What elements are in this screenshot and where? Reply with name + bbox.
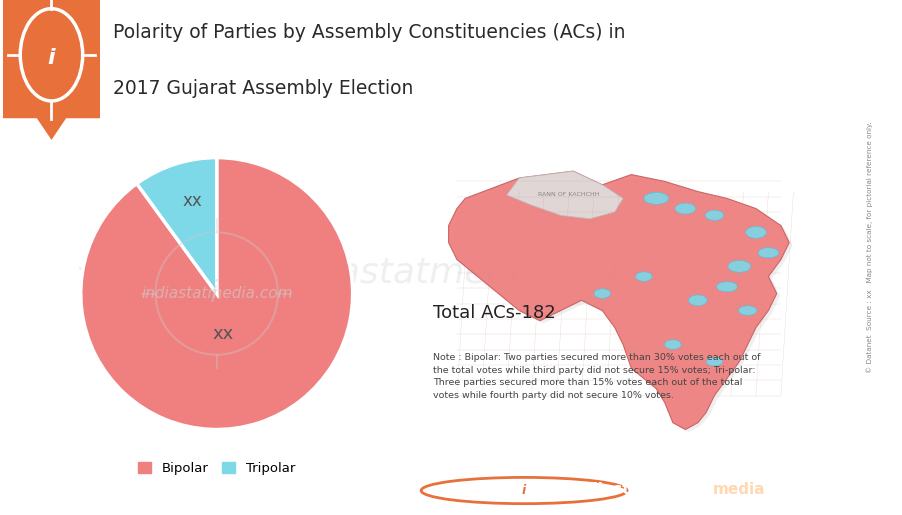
Polygon shape xyxy=(448,171,788,430)
Polygon shape xyxy=(506,171,622,219)
Text: RANN OF KACHCHH: RANN OF KACHCHH xyxy=(538,193,599,197)
Polygon shape xyxy=(731,466,830,515)
Text: media: media xyxy=(712,482,765,497)
FancyBboxPatch shape xyxy=(3,0,100,144)
Legend: Bipolar, Tripolar: Bipolar, Tripolar xyxy=(133,457,300,480)
Text: 2017 Gujarat Assembly Election: 2017 Gujarat Assembly Election xyxy=(113,79,413,97)
Text: © Datanet  Source : xx   Map not to scale, for pictorial reference only.: © Datanet Source : xx Map not to scale, … xyxy=(865,122,872,373)
Wedge shape xyxy=(137,158,216,294)
Text: indiastatmedia.com: indiastatmedia.com xyxy=(141,286,292,301)
Ellipse shape xyxy=(716,282,737,292)
Text: i: i xyxy=(48,48,55,67)
Ellipse shape xyxy=(705,357,722,366)
Text: Total ACs-182: Total ACs-182 xyxy=(433,304,556,322)
Ellipse shape xyxy=(664,340,680,349)
Ellipse shape xyxy=(594,289,610,298)
Text: i: i xyxy=(168,258,175,281)
Text: Note : Bipolar: Two parties secured more than 30% votes each out of
the total vo: Note : Bipolar: Two parties secured more… xyxy=(433,353,760,400)
Text: indiastatmedia.com: indiastatmedia.com xyxy=(272,256,630,290)
Wedge shape xyxy=(80,158,353,430)
Ellipse shape xyxy=(704,210,723,220)
Ellipse shape xyxy=(727,261,750,272)
Text: Polarity of Parties by Assembly Constituencies (ACs) in: Polarity of Parties by Assembly Constitu… xyxy=(113,23,625,42)
Polygon shape xyxy=(3,118,100,144)
Polygon shape xyxy=(451,174,792,432)
Ellipse shape xyxy=(635,272,651,281)
Text: i: i xyxy=(521,484,526,497)
Text: xx: xx xyxy=(182,192,202,210)
Text: i: i xyxy=(209,279,218,308)
Text: xx: xx xyxy=(213,325,234,344)
Ellipse shape xyxy=(738,306,756,315)
Ellipse shape xyxy=(643,193,668,204)
Ellipse shape xyxy=(687,295,706,306)
Text: indiastat: indiastat xyxy=(572,482,648,497)
Circle shape xyxy=(420,477,626,504)
Ellipse shape xyxy=(675,203,695,214)
Ellipse shape xyxy=(745,227,766,238)
Ellipse shape xyxy=(758,248,778,258)
